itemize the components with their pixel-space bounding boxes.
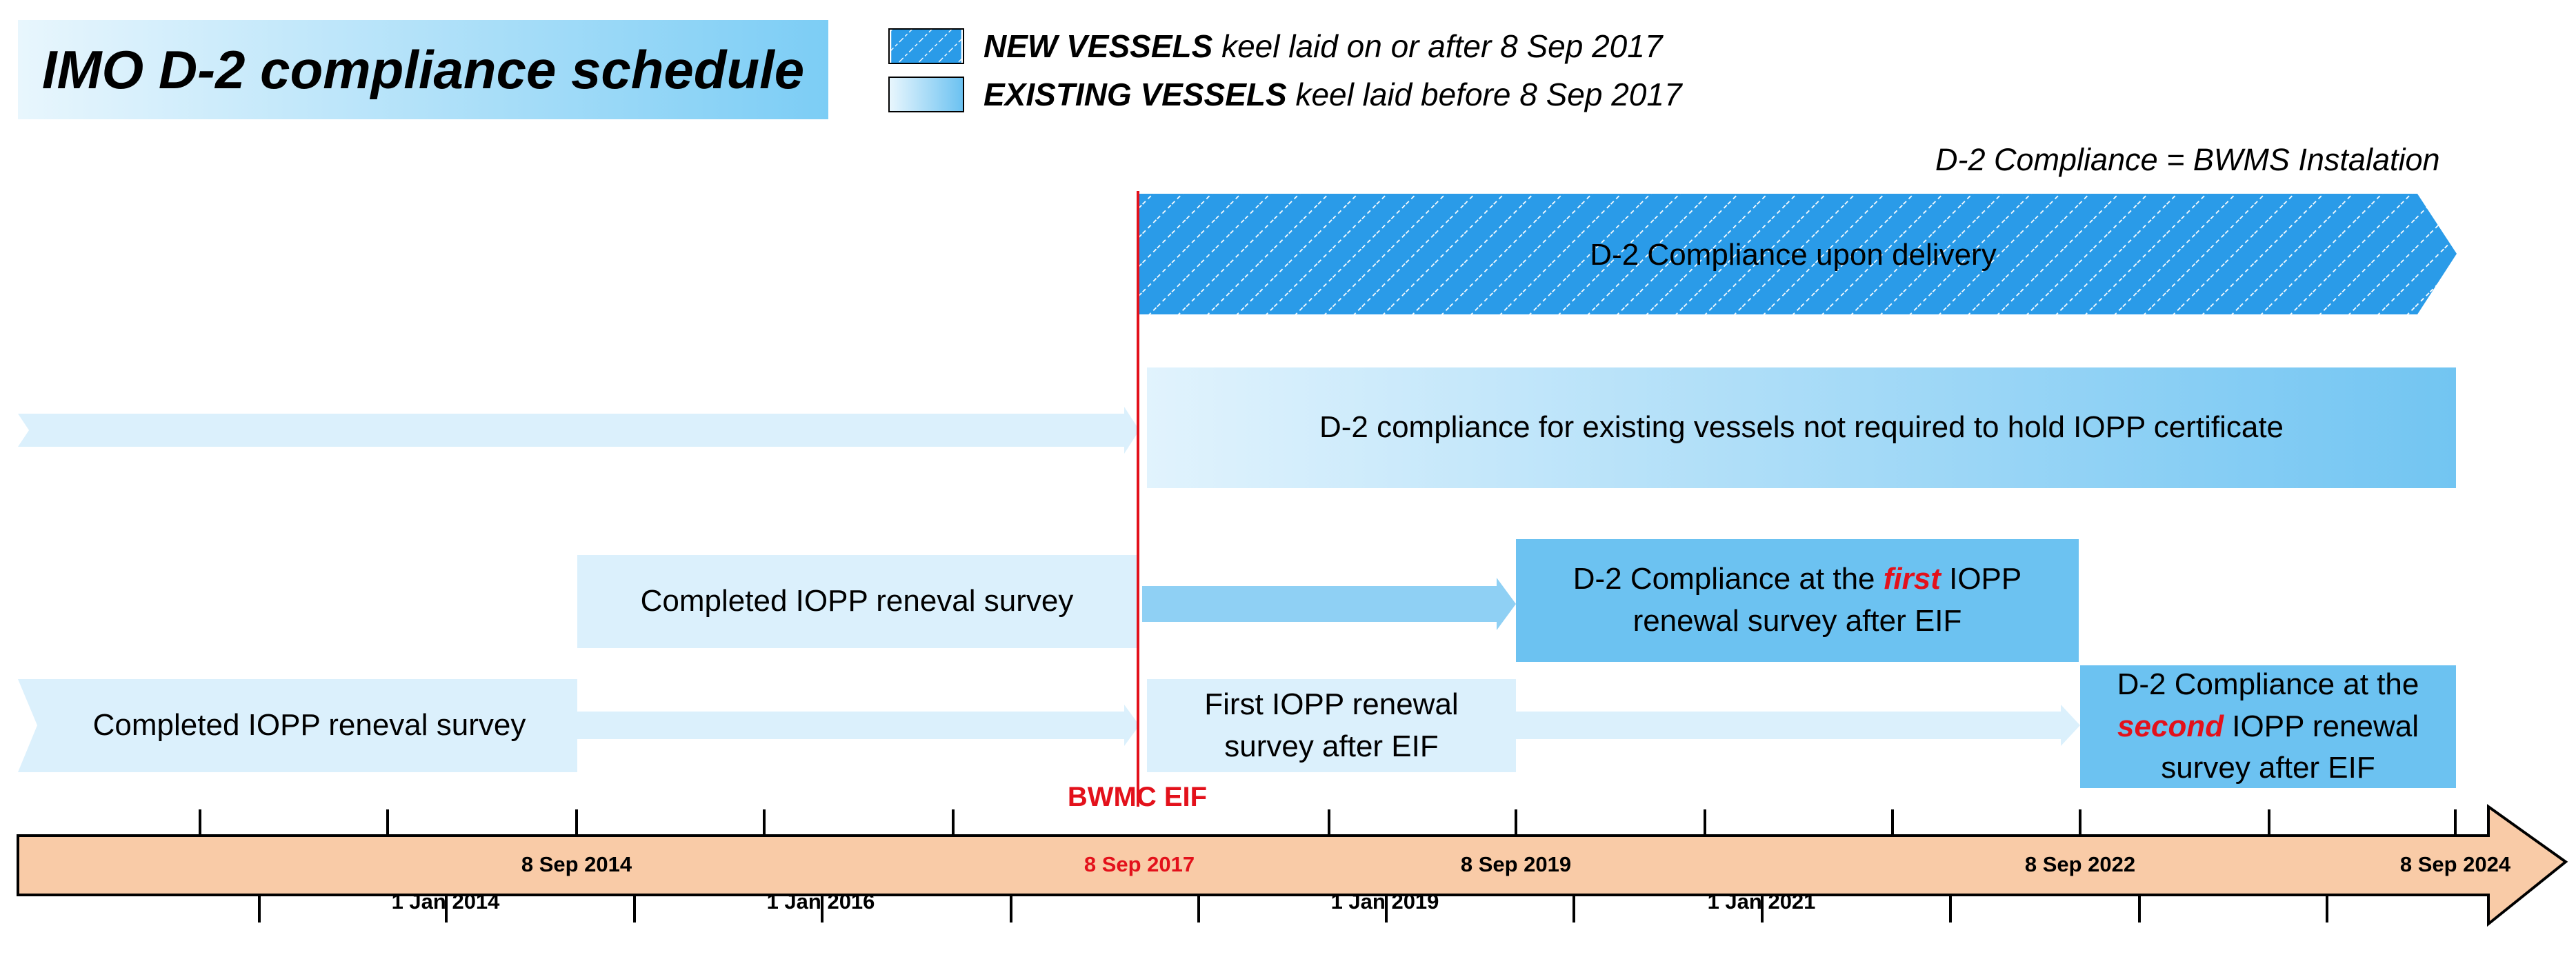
tick-upper: [1328, 809, 1330, 837]
existing-vessels-arrow: [18, 407, 1139, 454]
tick-lower: [1761, 895, 1764, 922]
tick-lower: [1949, 895, 1952, 922]
tick-upper: [199, 809, 201, 837]
row4-first-bar: First IOPP renewal survey after EIF: [1147, 679, 1516, 772]
tick-lower: [1572, 895, 1575, 922]
no-iopp-bar-label: D-2 compliance for existing vessels not …: [1319, 410, 2284, 445]
timeline-label-lower: 1 Jan 2016: [766, 889, 875, 914]
legend-existing-label: EXISTING VESSELS keel laid before 8 Sep …: [984, 77, 1682, 112]
tick-lower: [2138, 895, 2141, 922]
row3-result-bar: D-2 Compliance at the first IOPP renewal…: [1516, 539, 2079, 662]
tick-upper: [386, 809, 389, 837]
timeline-label-upper: 8 Sep 2019: [1460, 852, 1572, 876]
tick-lower: [1197, 895, 1200, 922]
tick-upper: [2268, 809, 2270, 837]
row4-result-label: D-2 Compliance at the second IOPP renewa…: [2117, 667, 2419, 785]
tick-upper: [2079, 809, 2081, 837]
tick-upper: [1515, 809, 1517, 837]
row4-start-shape: [18, 679, 577, 772]
row4-completed-bar: Completed IOPP reneval survey: [41, 679, 577, 772]
timeline-label-upper: 8 Sep 2014: [521, 852, 632, 876]
row4-arrow-1: [577, 705, 1139, 746]
timeline-label-lower: 1 Jan 2014: [391, 889, 500, 914]
legend-new-label: NEW VESSELS keel laid on or after 8 Sep …: [984, 28, 1663, 64]
timeline-label-lower: 1 Jan 2019: [1330, 889, 1439, 914]
new-vessels-bar-label: D-2 Compliance upon delivery: [1590, 237, 1997, 272]
row3-arrow: [1142, 578, 1516, 630]
tick-upper: [1891, 809, 1894, 837]
tick-lower: [2326, 895, 2328, 922]
row4-result-bar: D-2 Compliance at the second IOPP renewa…: [2080, 665, 2456, 788]
timeline-label-upper: 8 Sep 2022: [2024, 852, 2136, 876]
legend-new-vessels: NEW VESSELS keel laid on or after 8 Sep …: [888, 28, 1662, 65]
eif-label: BWMC EIF: [1067, 782, 1208, 812]
no-iopp-bar: D-2 compliance for existing vessels not …: [1147, 367, 2456, 488]
new-vessels-bar: [1139, 194, 2457, 314]
tick-lower: [821, 895, 823, 922]
compliance-note: D-2 Compliance = BWMS Instalation: [1935, 142, 2440, 177]
timeline-label-lower: 1 Jan 2021: [1707, 889, 1816, 914]
tick-lower: [1385, 895, 1388, 922]
tick-lower: [633, 895, 636, 922]
tick-upper: [952, 809, 955, 837]
page-title: IMO D-2 compliance schedule: [18, 20, 828, 119]
row4-completed-label: Completed IOPP reneval survey: [92, 708, 526, 743]
tick-upper: [1704, 809, 1706, 837]
row3-result-label: D-2 Compliance at the first IOPP renewal…: [1572, 562, 2022, 638]
gradient-swatch-icon: [888, 77, 964, 112]
tick-upper: [2454, 809, 2457, 837]
row4-first-label: First IOPP renewal survey after EIF: [1204, 687, 1459, 763]
hatched-swatch-icon: [888, 28, 964, 64]
tick-lower: [445, 895, 448, 922]
timeline-arrow: [17, 804, 2568, 927]
timeline-label-upper: 8 Sep 2017: [1084, 852, 1195, 876]
row4-arrow-2: [1516, 705, 2080, 746]
legend-existing-vessels: EXISTING VESSELS keel laid before 8 Sep …: [888, 76, 1682, 113]
tick-lower: [1010, 895, 1012, 922]
row3-completed-label: Completed IOPP reneval survey: [640, 584, 1074, 618]
tick-upper: [763, 809, 766, 837]
eif-marker-line: [1137, 191, 1139, 807]
timeline-label-upper: 8 Sep 2024: [2399, 852, 2511, 876]
row3-completed-bar: Completed IOPP reneval survey: [577, 555, 1137, 648]
tick-lower: [258, 895, 261, 922]
tick-upper: [575, 809, 578, 837]
